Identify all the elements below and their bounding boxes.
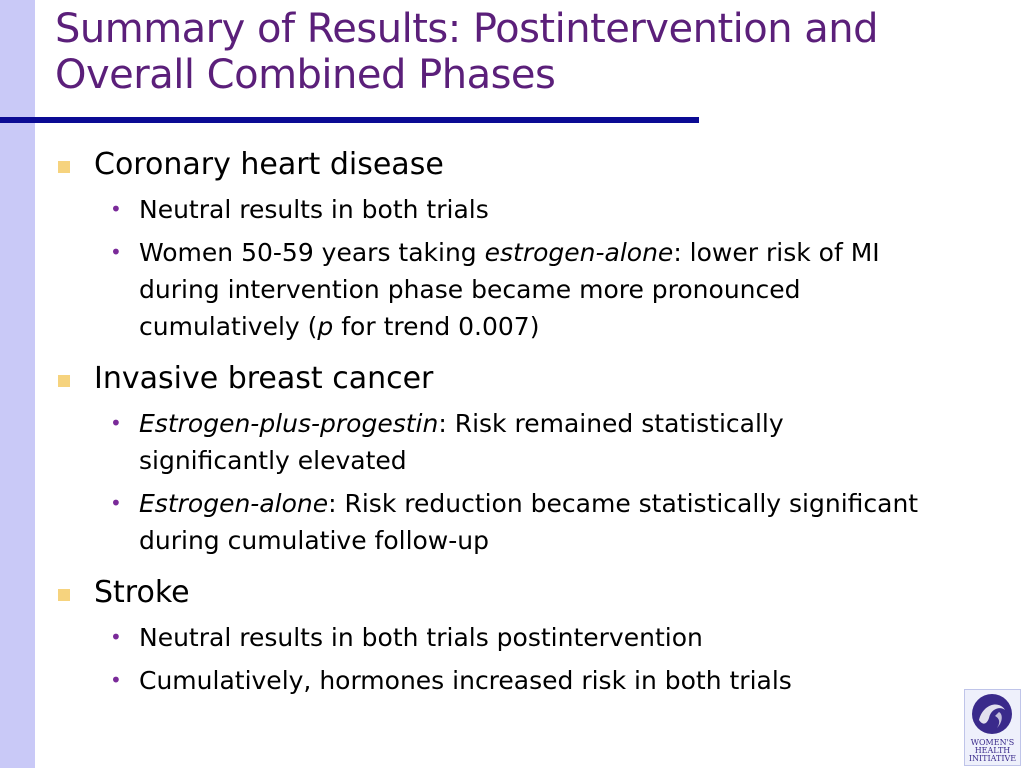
dot-bullet-icon: • [110, 668, 122, 692]
bullet-level-2: • Estrogen-alone: Risk reduction became … [110, 485, 930, 559]
section-heading: Invasive breast cancer [94, 361, 434, 396]
profile-silhouette-icon [972, 694, 1012, 734]
dot-bullet-icon: • [110, 197, 122, 221]
section-invasive-breast-cancer: Invasive breast cancer • Estrogen-plus-p… [58, 359, 958, 559]
bullet-text: Neutral results in both trials postinter… [139, 623, 703, 652]
womens-health-initiative-logo-icon: WOMEN'S HEALTH INITIATIVE [964, 689, 1021, 766]
section-heading: Stroke [94, 575, 190, 610]
square-bullet-icon [58, 161, 70, 173]
left-accent-bar [0, 0, 35, 768]
title-line-1: Summary of Results: Postintervention and [55, 6, 879, 52]
bullet-level-2: • Estrogen-plus-progestin: Risk remained… [110, 405, 930, 479]
bullet-text: Women 50-59 years taking estrogen-alone:… [139, 238, 880, 341]
logo-wordmark: WOMEN'S HEALTH INITIATIVE [968, 738, 1017, 763]
slide-content: Coronary heart disease • Neutral results… [58, 145, 958, 713]
bullet-text: Estrogen-alone: Risk reduction became st… [139, 489, 919, 555]
bullet-text: Estrogen-plus-progestin: Risk remained s… [139, 409, 784, 475]
section-heading: Coronary heart disease [94, 147, 444, 182]
bullet-text: Cumulatively, hormones increased risk in… [139, 666, 792, 695]
title-underline [0, 117, 699, 123]
dot-bullet-icon: • [110, 491, 122, 515]
bullet-level-2: • Women 50-59 years taking estrogen-alon… [110, 234, 930, 345]
bullet-level-2: • Neutral results in both trials postint… [110, 619, 930, 656]
dot-bullet-icon: • [110, 411, 122, 435]
square-bullet-icon [58, 375, 70, 387]
slide-title: Summary of Results: Postintervention and… [55, 6, 955, 98]
bullet-level-1: Invasive breast cancer [58, 359, 958, 399]
title-line-2: Overall Combined Phases [55, 52, 556, 98]
bullet-level-2: • Cumulatively, hormones increased risk … [110, 662, 930, 699]
dot-bullet-icon: • [110, 625, 122, 649]
square-bullet-icon [58, 589, 70, 601]
bullet-level-1: Stroke [58, 573, 958, 613]
dot-bullet-icon: • [110, 240, 122, 264]
bullet-level-2: • Neutral results in both trials [110, 191, 930, 228]
bullet-text: Neutral results in both trials [139, 195, 489, 224]
bullet-level-1: Coronary heart disease [58, 145, 958, 185]
section-coronary-heart-disease: Coronary heart disease • Neutral results… [58, 145, 958, 345]
section-stroke: Stroke • Neutral results in both trials … [58, 573, 958, 699]
